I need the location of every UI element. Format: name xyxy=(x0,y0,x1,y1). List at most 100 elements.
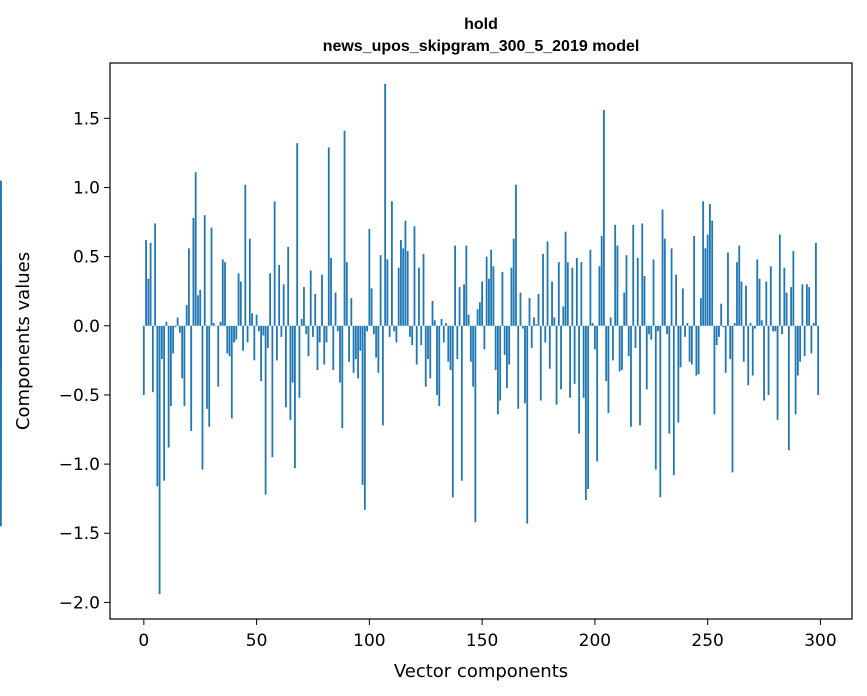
bar xyxy=(582,325,585,398)
bar xyxy=(201,325,204,470)
bar xyxy=(787,325,790,451)
bar xyxy=(190,325,193,431)
bar xyxy=(562,306,565,326)
bar xyxy=(411,325,414,346)
bar xyxy=(370,288,373,326)
bar xyxy=(684,325,686,337)
bar xyxy=(427,325,429,359)
bar xyxy=(381,325,384,426)
bar xyxy=(185,305,188,326)
bar xyxy=(424,325,427,387)
bar xyxy=(634,325,637,348)
bar xyxy=(384,83,387,326)
bar xyxy=(242,325,244,351)
bar xyxy=(494,325,497,371)
bar xyxy=(472,325,474,387)
bar xyxy=(363,325,366,510)
bar xyxy=(391,201,393,326)
bar xyxy=(533,317,535,326)
bar xyxy=(339,325,341,383)
bar xyxy=(350,298,353,326)
bar xyxy=(323,325,326,365)
bar xyxy=(478,302,481,326)
y-tick-label: 0.5 xyxy=(73,248,100,268)
bar xyxy=(442,325,445,343)
bar xyxy=(296,143,299,326)
bar xyxy=(733,323,736,326)
bar xyxy=(456,325,459,359)
bar xyxy=(230,325,233,419)
bar xyxy=(589,249,592,326)
bar xyxy=(571,267,574,326)
y-tick-label: 0.0 xyxy=(73,317,100,337)
bar xyxy=(690,325,693,365)
bar xyxy=(255,314,258,326)
bar xyxy=(506,325,508,389)
bar xyxy=(686,323,689,326)
bar xyxy=(767,325,770,395)
bar xyxy=(420,325,423,346)
bar xyxy=(336,325,339,332)
bar xyxy=(172,325,175,354)
bar xyxy=(422,253,425,326)
bar xyxy=(503,325,506,355)
bar xyxy=(542,253,544,326)
bar xyxy=(794,325,797,415)
bar xyxy=(557,262,560,326)
bar xyxy=(803,325,806,357)
bar xyxy=(463,284,465,326)
bar xyxy=(763,325,765,401)
bar xyxy=(208,325,211,427)
bar xyxy=(235,325,238,340)
bar xyxy=(812,323,815,326)
bar xyxy=(368,228,371,326)
bar xyxy=(386,259,389,326)
bar xyxy=(510,267,513,326)
bar xyxy=(345,262,348,326)
bar xyxy=(481,281,484,326)
bar xyxy=(808,287,811,326)
bar xyxy=(614,224,617,326)
bar xyxy=(357,325,359,379)
bar xyxy=(668,325,671,434)
bar xyxy=(181,325,184,379)
bar xyxy=(544,325,547,343)
bar xyxy=(785,292,788,326)
bar xyxy=(688,325,691,362)
bar xyxy=(528,298,531,326)
bar xyxy=(212,323,215,326)
bar xyxy=(397,267,400,326)
bar xyxy=(266,325,269,348)
y-tick-label: −1.5 xyxy=(59,524,100,544)
bar xyxy=(618,325,621,372)
bar xyxy=(334,292,337,326)
bar xyxy=(460,325,463,481)
bar xyxy=(415,325,418,365)
y-tick-label: −2.0 xyxy=(59,593,100,613)
bar xyxy=(591,323,594,326)
bar xyxy=(429,325,432,379)
bar xyxy=(160,325,163,359)
bar xyxy=(361,325,364,485)
bar xyxy=(578,325,580,434)
bar xyxy=(257,325,260,332)
bar xyxy=(145,240,147,326)
bar xyxy=(0,325,2,527)
bar xyxy=(433,320,436,326)
bar xyxy=(348,325,350,362)
bar xyxy=(670,248,673,326)
bar xyxy=(440,318,443,326)
bar xyxy=(754,325,756,329)
bar xyxy=(377,325,380,373)
bar xyxy=(158,325,161,595)
bar xyxy=(192,217,195,326)
bar xyxy=(228,325,231,357)
bar xyxy=(402,248,405,326)
bar xyxy=(264,325,267,495)
bar xyxy=(244,184,247,326)
bar xyxy=(596,325,599,462)
bar xyxy=(275,325,278,361)
bar xyxy=(188,248,190,326)
bar xyxy=(260,325,262,382)
